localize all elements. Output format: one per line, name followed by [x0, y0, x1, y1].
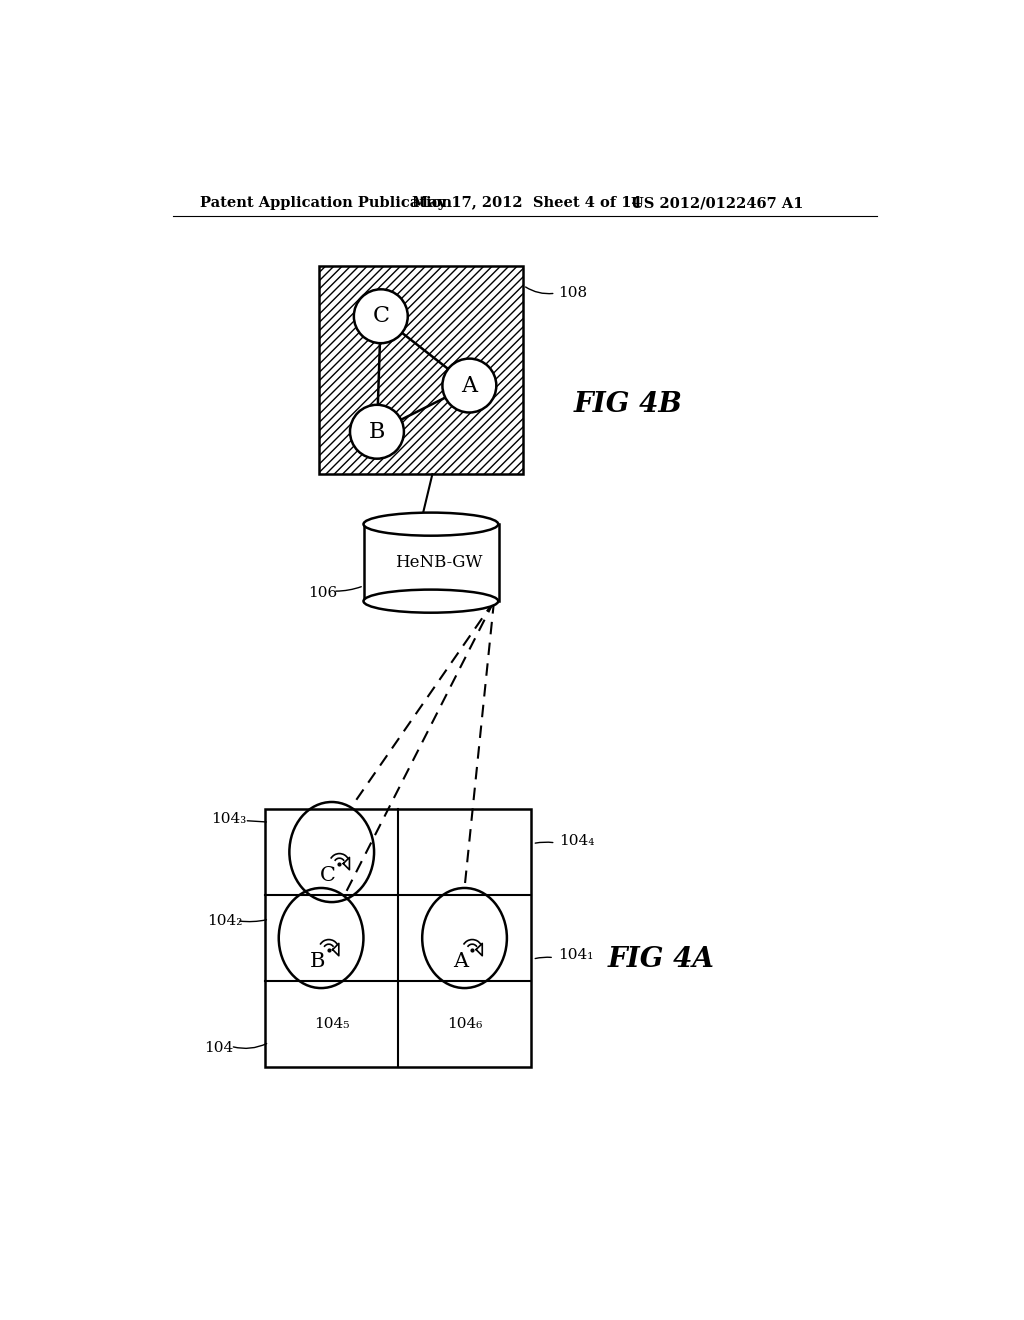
- Text: 104₄: 104₄: [559, 834, 595, 849]
- Bar: [265, 809, 531, 1067]
- Text: B: B: [369, 421, 385, 442]
- Text: 104: 104: [204, 1040, 233, 1055]
- Text: 104₁: 104₁: [558, 948, 593, 962]
- Circle shape: [442, 359, 497, 413]
- Text: 104₆: 104₆: [446, 1016, 482, 1031]
- Bar: [364, 524, 499, 601]
- Text: 104₃: 104₃: [211, 812, 247, 826]
- Text: A: A: [454, 952, 468, 970]
- Text: A: A: [462, 375, 477, 396]
- Circle shape: [350, 405, 403, 459]
- Text: FIG 4B: FIG 4B: [573, 391, 682, 418]
- Text: May 17, 2012  Sheet 4 of 14: May 17, 2012 Sheet 4 of 14: [412, 197, 641, 210]
- Text: B: B: [309, 952, 325, 970]
- Text: 106: 106: [307, 586, 337, 601]
- Text: C: C: [373, 305, 389, 327]
- Circle shape: [354, 289, 408, 343]
- Text: 108: 108: [558, 286, 587, 300]
- Text: US 2012/0122467 A1: US 2012/0122467 A1: [631, 197, 804, 210]
- Text: 104₅: 104₅: [314, 1016, 349, 1031]
- Ellipse shape: [364, 590, 499, 612]
- Text: FIG 4A: FIG 4A: [608, 945, 715, 973]
- Text: HeNB-GW: HeNB-GW: [395, 554, 482, 572]
- Text: 104₂: 104₂: [208, 913, 243, 928]
- Text: C: C: [319, 866, 336, 884]
- Text: Patent Application Publication: Patent Application Publication: [200, 197, 452, 210]
- Ellipse shape: [364, 512, 499, 536]
- Bar: [319, 267, 523, 474]
